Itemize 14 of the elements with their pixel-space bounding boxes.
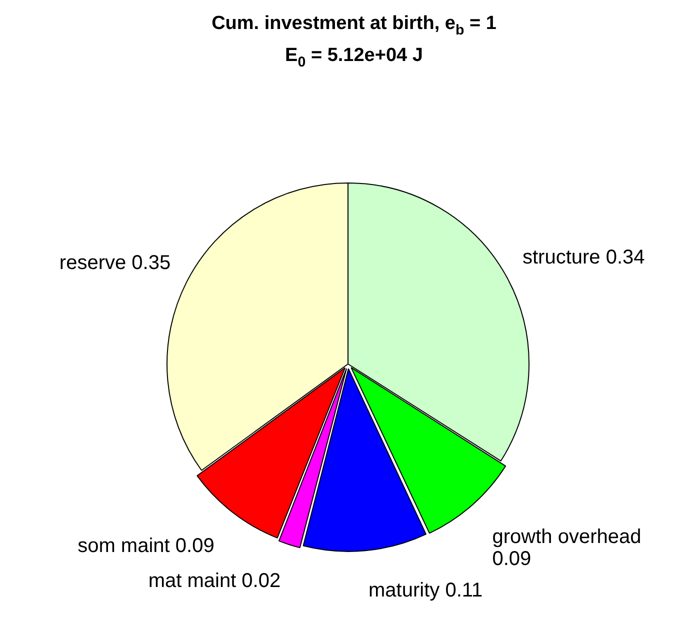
data-label: 0.09 [492, 548, 532, 570]
chart-title: Cum. investment at birth, e$_{b}$ = 1 [210, 13, 498, 39]
slice-label: mat maint [148, 570, 242, 592]
slice-label: maturity [368, 580, 446, 602]
slice-label: growth overhead [492, 526, 642, 548]
chart-subtitle: E$_{0}$ = 5.12e+04 J [284, 45, 424, 71]
slice-label: som maint [78, 534, 176, 557]
data-label: 0.35 [132, 252, 171, 274]
slice-label: structure [522, 246, 606, 269]
data-label: 0.02 [242, 570, 281, 592]
data-label: 0.34 [606, 246, 645, 269]
data-label: 0.11 [445, 580, 483, 602]
data-label: 0.09 [175, 534, 214, 557]
slice-label: reserve [59, 252, 132, 274]
